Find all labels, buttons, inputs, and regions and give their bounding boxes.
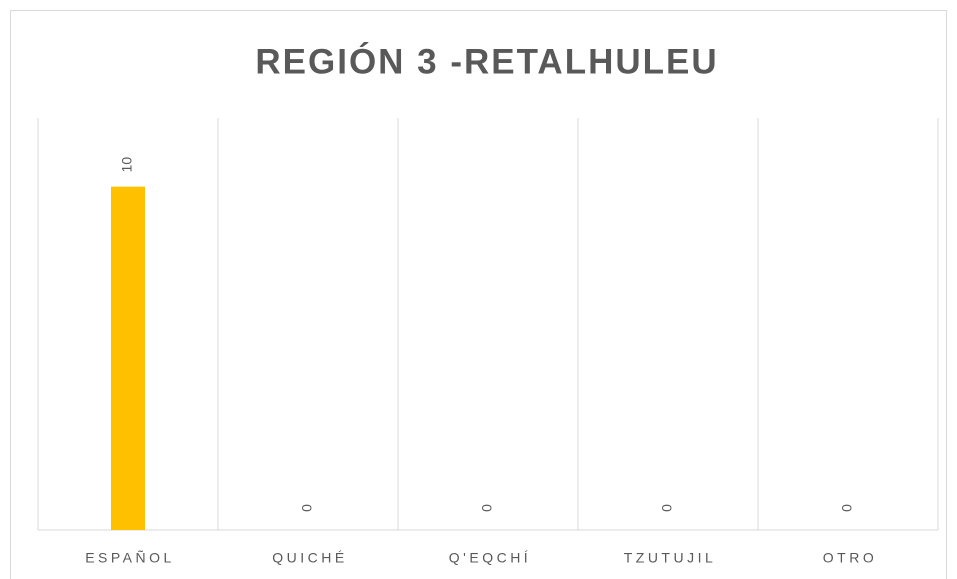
x-tick-label: OTRO	[823, 550, 877, 566]
x-tick-label: QUICHÉ	[272, 550, 347, 566]
chart-border	[10, 10, 947, 579]
x-tick-label: Q'EQCHÍ	[449, 550, 531, 566]
chart-title: REGIÓN 3 -RETALHULEU	[255, 41, 718, 81]
data-label: 0	[299, 504, 315, 512]
data-label: 0	[839, 504, 855, 512]
x-tick-label: TZUTUJIL	[624, 550, 717, 566]
x-tick-label: ESPAÑOL	[85, 550, 175, 566]
data-label: 0	[659, 504, 675, 512]
data-label: 10	[119, 157, 135, 173]
data-label: 0	[479, 504, 495, 512]
bar	[111, 186, 145, 530]
